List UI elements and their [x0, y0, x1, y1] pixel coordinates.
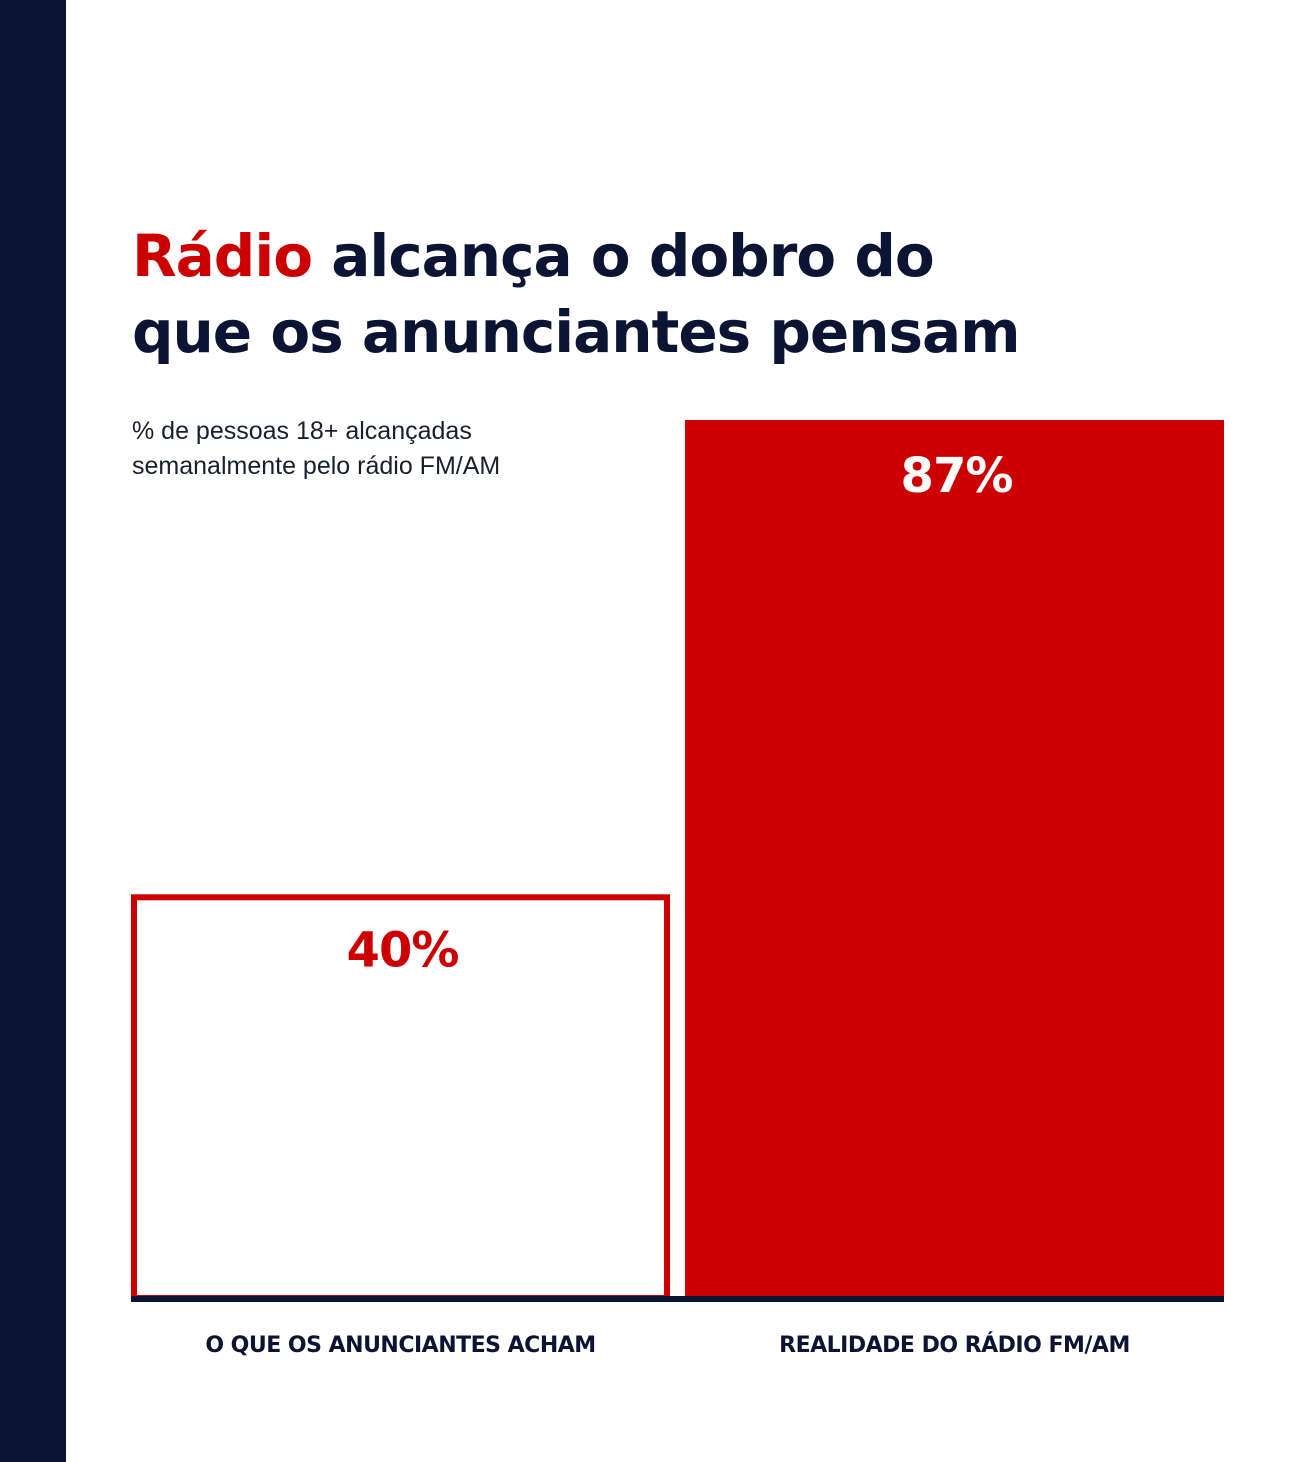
category-label-2: REALIDADE DO RÁDIO FM/AM [779, 1332, 1130, 1358]
bar-value-label-2: 87% [901, 448, 1013, 504]
title-rest: alcança o dobro do [312, 222, 934, 290]
subtitle-line-1: % de pessoas 18+ alcançadas [132, 417, 472, 445]
side-accent-bar [0, 0, 66, 1462]
category-label-1: O QUE OS ANUNCIANTES ACHAM [205, 1333, 595, 1358]
chart-subtitle: % de pessoas 18+ alcançadas semanalmente … [132, 414, 672, 484]
bar-value-label-1: 40% [347, 922, 459, 978]
bar-2 [685, 420, 1224, 1298]
subtitle-line-2: semanalmente pelo rádio FM/AM [132, 452, 501, 480]
x-axis-baseline [131, 1296, 1224, 1302]
bar-1 [131, 894, 670, 1301]
title-line-2: que os anunciantes pensam [132, 298, 1021, 366]
chart-title: Rádio alcança o dobro do que os anunciant… [132, 218, 1132, 370]
title-highlight: Rádio [132, 222, 313, 290]
